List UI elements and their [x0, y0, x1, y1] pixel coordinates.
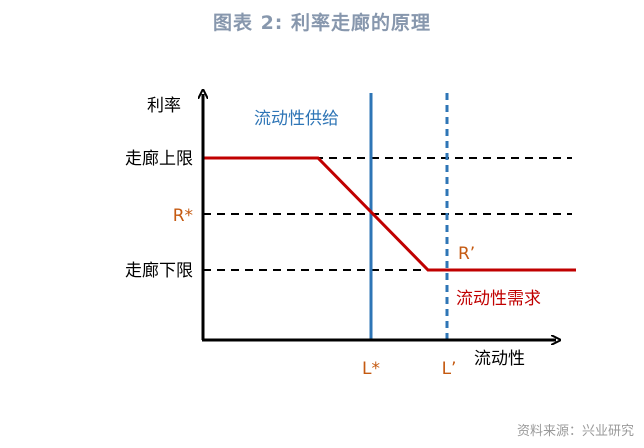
demand-curve: [203, 156, 576, 272]
demand-label: 流动性需求: [456, 289, 541, 309]
chart-title: 图表 2: 利率走廊的原理: [212, 12, 432, 34]
shifted-liquidity-label: L’: [442, 359, 457, 379]
new-rate-label: R’: [458, 244, 475, 264]
upper-bound-label: 走廊上限: [125, 149, 193, 169]
equilibrium-liquidity-label: L*: [362, 359, 380, 379]
equilibrium-rate-label: R*: [173, 206, 193, 226]
lower-bound-label: 走廊下限: [125, 261, 193, 281]
source-note: 资料来源：兴业研究: [516, 424, 634, 439]
supply-label: 流动性供给: [254, 109, 339, 129]
y-axis-label: 利率: [147, 96, 181, 116]
x-axis-label: 流动性: [474, 349, 525, 369]
